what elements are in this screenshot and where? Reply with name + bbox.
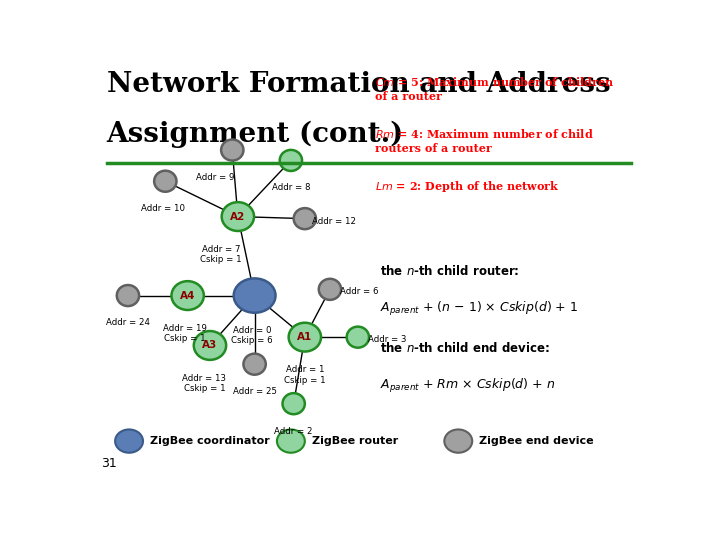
Text: A2: A2: [230, 212, 246, 221]
Text: the $\mathit{n}$-th child router:: the $\mathit{n}$-th child router:: [380, 265, 520, 279]
Ellipse shape: [319, 279, 341, 300]
Text: Addr = 9: Addr = 9: [197, 173, 235, 182]
Text: $\mathit{Rm}$ = 4: Maximum number of child
routers of a router: $\mathit{Rm}$ = 4: Maximum number of chi…: [374, 127, 593, 154]
Text: Addr = 12: Addr = 12: [312, 217, 356, 226]
Text: Network Formation and Address: Network Formation and Address: [107, 71, 611, 98]
Text: Addr = 1
Cskip = 1: Addr = 1 Cskip = 1: [284, 366, 325, 385]
Ellipse shape: [222, 202, 254, 231]
Text: Addr = 3: Addr = 3: [368, 335, 406, 344]
Ellipse shape: [115, 429, 143, 453]
Text: A1: A1: [297, 332, 312, 342]
Text: Addr = 24: Addr = 24: [106, 319, 150, 327]
Ellipse shape: [277, 429, 305, 453]
Ellipse shape: [294, 208, 316, 229]
Text: Assignment (cont.): Assignment (cont.): [107, 121, 404, 149]
Text: Addr = 10: Addr = 10: [140, 204, 184, 213]
Ellipse shape: [194, 331, 226, 360]
Text: Addr = 8: Addr = 8: [271, 183, 310, 192]
Ellipse shape: [243, 354, 266, 375]
Text: $\mathit{Cm}$ = 5: Maximum number of children
of a router: $\mathit{Cm}$ = 5: Maximum number of chi…: [374, 75, 614, 103]
Text: Addr = 6: Addr = 6: [340, 287, 378, 296]
Text: A3: A3: [202, 340, 217, 350]
Text: $\mathit{Lm}$ = 2: Depth of the network: $\mathit{Lm}$ = 2: Depth of the network: [374, 179, 559, 194]
Ellipse shape: [279, 150, 302, 171]
Text: ZigBee end device: ZigBee end device: [480, 436, 594, 446]
Ellipse shape: [234, 279, 276, 313]
Text: Addr = 0
Cskip = 6: Addr = 0 Cskip = 6: [231, 326, 273, 345]
Ellipse shape: [171, 281, 204, 310]
Text: $A_{parent}$ + ($\mathit{n}$ $-$ 1) $\times$ $\mathit{Cskip}$($\mathit{d}$) + 1: $A_{parent}$ + ($\mathit{n}$ $-$ 1) $\ti…: [380, 300, 578, 318]
Ellipse shape: [289, 323, 321, 352]
Text: Addr = 7
Cskip = 1: Addr = 7 Cskip = 1: [200, 245, 242, 264]
Text: Addr = 2: Addr = 2: [274, 427, 313, 436]
Ellipse shape: [444, 429, 472, 453]
Text: the $\mathit{n}$-th child end device:: the $\mathit{n}$-th child end device:: [380, 341, 550, 355]
Ellipse shape: [346, 327, 369, 348]
Text: Addr = 25: Addr = 25: [233, 387, 276, 396]
Ellipse shape: [282, 393, 305, 414]
Text: A4: A4: [180, 291, 195, 301]
Text: 31: 31: [101, 457, 117, 470]
Text: ZigBee router: ZigBee router: [312, 436, 398, 446]
Text: Addr = 19
Cskip = 1: Addr = 19 Cskip = 1: [163, 324, 207, 343]
Text: $A_{parent}$ + $\mathit{Rm}$ $\times$ $\mathit{Cskip}$($\mathit{d}$) + $\mathit{: $A_{parent}$ + $\mathit{Rm}$ $\times$ $\…: [380, 377, 555, 395]
Text: ZigBee coordinator: ZigBee coordinator: [150, 436, 270, 446]
Text: Addr = 13
Cskip = 1: Addr = 13 Cskip = 1: [182, 374, 226, 393]
Ellipse shape: [221, 139, 243, 160]
Ellipse shape: [154, 171, 176, 192]
Ellipse shape: [117, 285, 139, 306]
